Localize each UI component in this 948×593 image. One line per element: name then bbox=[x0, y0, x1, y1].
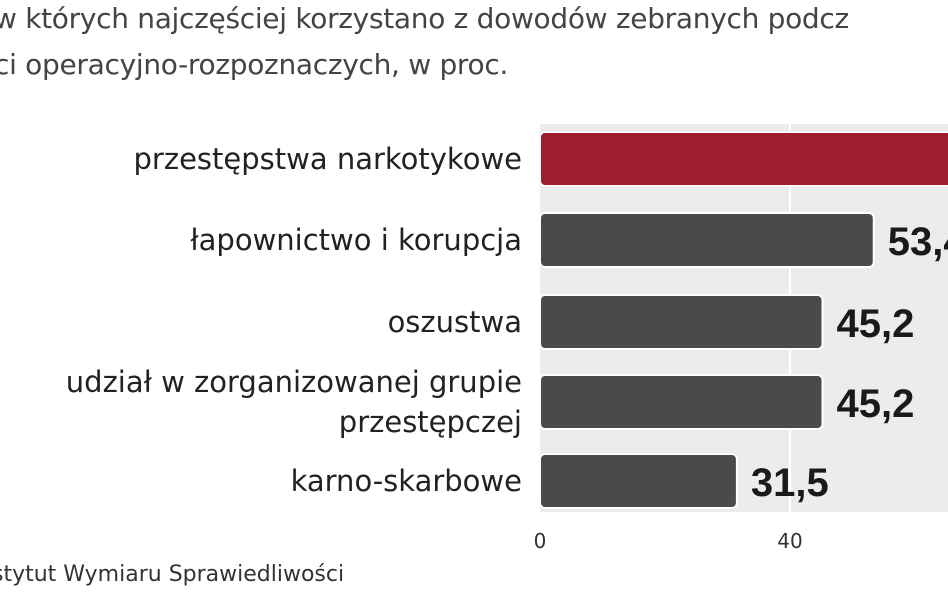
category-label: łapownictwo i korupcja bbox=[190, 223, 522, 257]
value-label: 45,2 bbox=[837, 382, 915, 426]
bar bbox=[539, 294, 824, 350]
category-label: udział w zorganizowanej grupie bbox=[66, 365, 522, 399]
bar bbox=[539, 212, 875, 268]
category-label: karno-skarbowe bbox=[291, 464, 522, 498]
bar bbox=[539, 453, 738, 509]
source-note: stytut Wymiaru Sprawiedliwości bbox=[0, 562, 345, 587]
bar bbox=[539, 374, 824, 430]
chart-title-line-2: ci operacyjno-rozpoznaczych, w proc. bbox=[0, 48, 509, 81]
category-label: przestępstwa narkotykowe bbox=[134, 142, 522, 176]
x-tick-label: 0 bbox=[534, 529, 547, 553]
category-label: oszustwa bbox=[388, 305, 522, 339]
category-label: przestępczej bbox=[339, 405, 522, 439]
value-label: 53,4 bbox=[888, 220, 948, 264]
bar-highlight bbox=[539, 131, 948, 187]
value-label: 31,5 bbox=[751, 461, 829, 505]
chart-title-line-1: w których najczęściej korzystano z dowod… bbox=[0, 2, 849, 35]
x-tick-label: 40 bbox=[777, 529, 802, 553]
value-label: 45,2 bbox=[837, 302, 915, 346]
